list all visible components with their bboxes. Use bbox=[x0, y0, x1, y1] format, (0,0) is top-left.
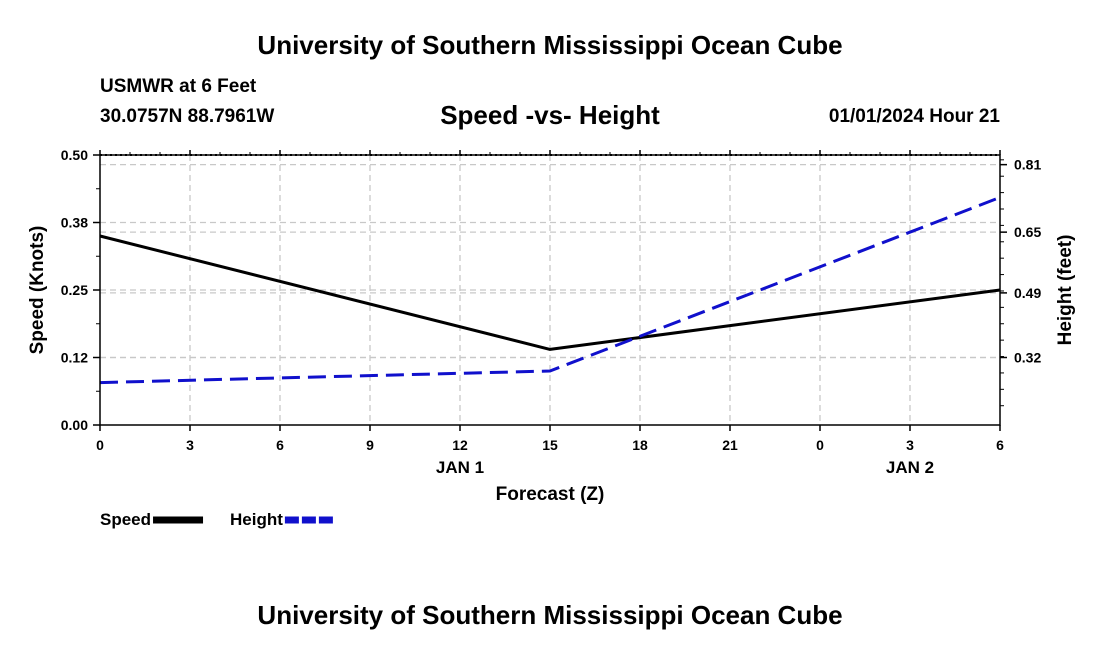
y-tick-label: 0.25 bbox=[61, 282, 88, 298]
y-tick-label: 0.12 bbox=[61, 350, 88, 366]
series-height-line bbox=[99, 196, 1001, 385]
x-tick-label: 3 bbox=[186, 437, 194, 453]
y2-tick-label: 0.65 bbox=[1014, 224, 1041, 240]
station-coords: 30.0757N 88.7961W bbox=[100, 106, 275, 127]
x-tick-label: 3 bbox=[906, 437, 914, 453]
x-tick-label: 21 bbox=[722, 437, 738, 453]
y-axis-title: Speed (Knots) bbox=[27, 226, 48, 355]
legend-label-height: Height bbox=[230, 510, 283, 529]
y-tick-label: 0.38 bbox=[61, 215, 88, 231]
x-tick-label: 0 bbox=[816, 437, 824, 453]
x-tick-label: 18 bbox=[632, 437, 648, 453]
x-axis-title: Forecast (Z) bbox=[496, 484, 605, 505]
x-tick-label: 12 bbox=[452, 437, 468, 453]
x-tick-label: 6 bbox=[276, 437, 284, 453]
chart-title: Speed -vs- Height bbox=[440, 100, 660, 130]
series-speed-line bbox=[99, 234, 1001, 351]
grid bbox=[100, 155, 1000, 425]
station-name: USMWR at 6 Feet bbox=[100, 76, 257, 97]
x-tick-label: 6 bbox=[996, 437, 1004, 453]
y2-tick-label: 0.49 bbox=[1014, 285, 1041, 301]
y2-axis-title: Height (feet) bbox=[1055, 235, 1076, 346]
y-tick-label: 0.50 bbox=[61, 147, 88, 163]
date-label: JAN 2 bbox=[886, 458, 934, 477]
main-title: University of Southern Mississippi Ocean… bbox=[257, 30, 843, 60]
date-label: JAN 1 bbox=[436, 458, 484, 477]
y-tick-label: 0.00 bbox=[61, 417, 88, 433]
chart-datetime: 01/01/2024 Hour 21 bbox=[828, 106, 1000, 127]
x-tick-label: 15 bbox=[542, 437, 558, 453]
x-tick-label: 9 bbox=[366, 437, 374, 453]
axes: 0 3 6 9 12 15 18 21 0 3 6 JAN 1 JAN 2 0.00 0.12 0.25 0.3… bbox=[61, 147, 1042, 477]
footer-title: University of Southern Mississippi Ocean… bbox=[257, 600, 843, 630]
y2-tick-label: 0.32 bbox=[1014, 350, 1041, 366]
series-layer bbox=[99, 196, 1001, 385]
legend: Speed Height bbox=[100, 510, 335, 529]
legend-label-speed: Speed bbox=[100, 510, 151, 529]
x-tick-label: 0 bbox=[96, 437, 104, 453]
y2-tick-label: 0.81 bbox=[1014, 157, 1041, 173]
